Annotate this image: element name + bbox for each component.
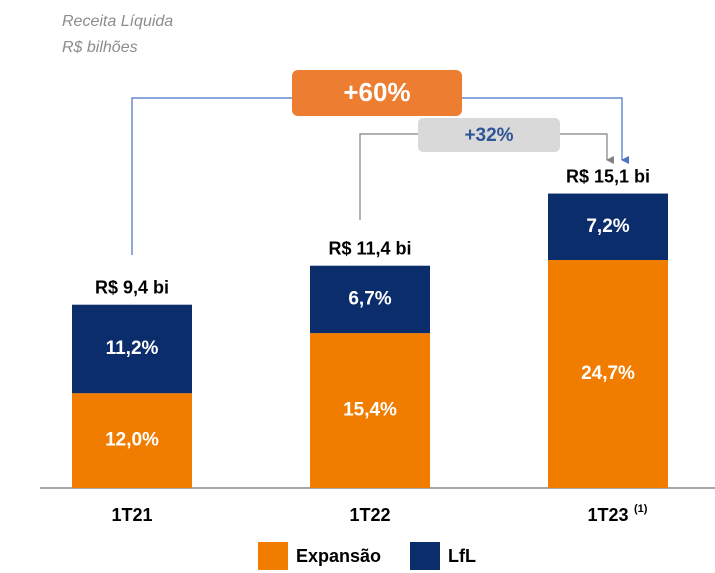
bar-segment — [310, 333, 430, 488]
legend-label: LfL — [448, 546, 476, 566]
bar-segment — [72, 393, 192, 488]
chart-title: Receita Líquida — [62, 13, 173, 30]
annotation: +32% — [464, 125, 513, 146]
x-tick-label: 1T21 — [111, 505, 152, 525]
annotation: +60% — [343, 77, 410, 107]
total-label: R$ 15,1 bi — [566, 166, 650, 186]
annotation-box — [292, 70, 462, 116]
annotation-box — [418, 118, 560, 152]
value-label: 12,0% — [105, 430, 159, 451]
legend-swatch — [410, 542, 440, 570]
bar-segment — [548, 193, 668, 261]
bar-segment — [310, 265, 430, 334]
legend-label: Expansão — [296, 546, 381, 566]
value-label: 11,2% — [106, 338, 159, 359]
value-label: 6,7% — [348, 288, 391, 309]
total-label: R$ 11,4 bi — [328, 238, 411, 258]
x-tick-label: 1T22 — [349, 505, 390, 525]
category-note: (1) — [634, 503, 648, 515]
chart-subtitle: R$ bilhões — [62, 39, 138, 56]
value-label: 24,7% — [581, 363, 635, 384]
value-label: 7,2% — [586, 216, 629, 237]
value-label: 15,4% — [343, 400, 397, 421]
bar-segment — [72, 304, 192, 394]
x-tick-label: 1T23 — [587, 505, 628, 525]
legend-swatch — [258, 542, 288, 570]
total-label: R$ 9,4 bi — [95, 277, 169, 297]
bar-segment — [548, 260, 668, 488]
